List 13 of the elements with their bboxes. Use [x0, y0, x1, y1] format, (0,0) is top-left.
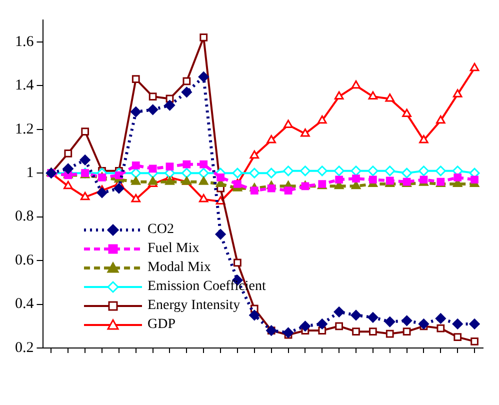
y-tick-label: 0.8: [15, 208, 34, 225]
y-tick-label: 1.2: [15, 121, 34, 138]
legend-label: CO2: [148, 222, 174, 237]
y-tick-label: 1.4: [15, 78, 34, 94]
legend-label: Energy Intensity: [148, 298, 240, 313]
y-tick-label: 0.4: [15, 296, 34, 312]
legend-label: Modal Mix: [148, 260, 211, 275]
y-tick-label: 1.6: [15, 34, 34, 50]
y-tick-label: 0.2: [15, 340, 34, 356]
legend-label: Fuel Mix: [148, 241, 200, 256]
y-tick-label: 0.6: [15, 252, 34, 268]
legend-label: GDP: [148, 317, 176, 332]
y-tick-label: 1: [26, 165, 34, 182]
